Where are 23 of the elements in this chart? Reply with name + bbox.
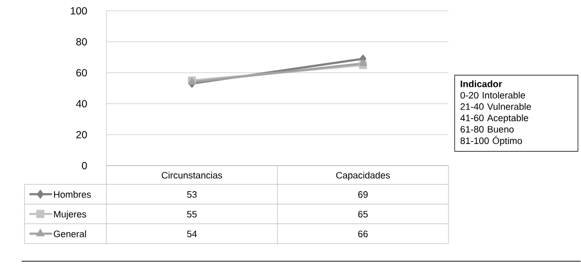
data-label: 69 [358, 191, 368, 198]
y-tick-label: 40 [76, 100, 87, 108]
data-label: 54 [187, 230, 197, 238]
data-label: 66 [358, 230, 368, 238]
x-tick-label: Capacidades [336, 172, 390, 180]
data-label: 55 [187, 210, 197, 218]
text: 81-100 Óptimo [460, 136, 522, 146]
text: 21-40 Vulnerable [460, 102, 531, 110]
text: 61-80 Bueno [460, 126, 514, 132]
y-tick-label: 20 [76, 130, 87, 138]
text: Indicador [460, 80, 502, 88]
legend-label: Hombres [54, 190, 91, 198]
y-tick-label: 80 [76, 38, 87, 46]
text: 0-20 Intolerable [460, 92, 526, 98]
x-tick-label: Circunstancias [162, 172, 222, 178]
text: 41-60 Aceptable [460, 114, 528, 123]
y-tick-label: 100 [70, 7, 87, 14]
y-tick-label: 60 [76, 69, 87, 76]
legend-label: Mujeres [54, 210, 86, 220]
legend-label: General [54, 230, 86, 238]
data-label: 65 [358, 210, 368, 218]
data-label: 53 [187, 191, 197, 198]
y-tick-label: 0 [82, 162, 87, 170]
